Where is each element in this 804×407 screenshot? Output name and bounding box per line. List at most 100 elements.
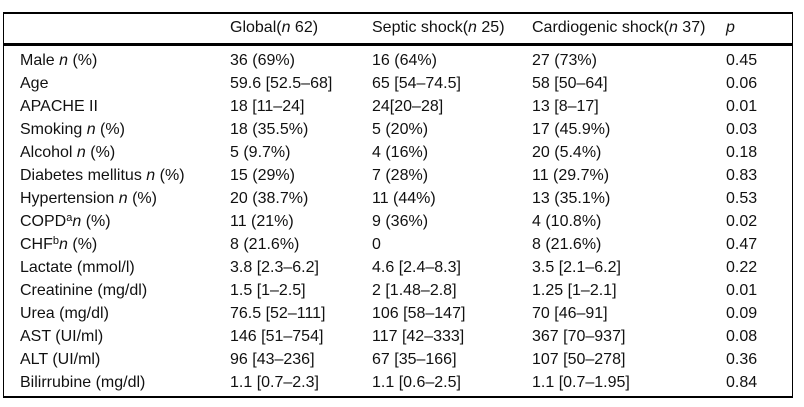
table-frame: Global(n 62) Septic shock(n 25) Cardiogeni… (3, 12, 793, 398)
cell: 0.47 (726, 235, 758, 253)
cell: 0.03 (726, 120, 758, 138)
cell: 16 (64%) (372, 51, 437, 69)
cell: 13 (35.1%) (532, 189, 611, 207)
cell: 15 (29%) (230, 166, 295, 184)
cell: 0.01 (726, 97, 758, 115)
table-row: CHFbn (%) 8 (21.6%) 0 8 (21.6%) 0.47 (4, 233, 792, 256)
cell: 5 (20%) (372, 120, 429, 138)
column-header: Septic shock(n 25) (372, 14, 532, 46)
cell: 65 [54–74.5] (372, 74, 461, 92)
row-label: Diabetes mellitus n (%) (20, 166, 185, 184)
cell: 11 (44%) (372, 189, 436, 207)
cell: 107 [50–278] (532, 350, 626, 368)
row-label: Creatinine (mg/dl) (20, 281, 148, 299)
cell: 76.5 [52–111] (230, 304, 326, 322)
cell: 5 (9.7%) (230, 143, 291, 161)
cell: 146 [51–754] (230, 327, 324, 345)
table-header: Global(n 62) Septic shock(n 25) Cardiogeni… (4, 14, 792, 46)
row-label: APACHE II (20, 97, 98, 115)
row-label: Hypertension n (%) (20, 189, 157, 207)
cell: 2 [1.48–2.8] (372, 281, 457, 299)
cell: 4 (16%) (372, 143, 429, 161)
cell: 7 (28%) (372, 166, 429, 184)
table-row: ALT (UI/ml) 96 [43–236] 67 [35–166] 107 [50… (4, 348, 792, 371)
row-label: Smoking n (%) (20, 120, 125, 138)
table-row: Age 59.6 [52.5–68] 65 [54–74.5] 58 [50–64] 0… (4, 72, 792, 95)
cell: 0.45 (726, 51, 758, 69)
cell: 96 [43–236] (230, 350, 315, 368)
table-row: Diabetes mellitus n (%) 15 (29%) 7 (28%) 11… (4, 164, 792, 187)
cell: 0.09 (726, 304, 758, 322)
column-header: Cardiogenic shock(n 37) (532, 14, 726, 46)
cell: 17 (45.9%) (532, 120, 611, 138)
footnote-marker: a (66, 211, 73, 224)
table-body: Male n (%) 36 (69%) 16 (64%) 27 (73%) 0.45 Ag… (4, 44, 792, 394)
column-header: Global(n 62) (230, 14, 372, 46)
cell: 4 (10.8%) (532, 212, 602, 230)
cell: 0.18 (726, 143, 758, 161)
cell: 58 [50–64] (532, 74, 608, 92)
cell: 11 (21%) (230, 212, 294, 230)
cell: 0.02 (726, 212, 758, 230)
cell: 0.08 (726, 327, 758, 345)
cell: 106 [58–147] (372, 304, 466, 322)
cell: 24[20–28] (372, 97, 444, 115)
cell: 18 (35.5%) (230, 120, 309, 138)
table-row: Alcohol n (%) 5 (9.7%) 4 (16%) 20 (5.4%) 0.1… (4, 141, 792, 164)
cell: 3.8 [2.3–6.2] (230, 258, 319, 276)
table-row: Urea (mg/dl) 76.5 [52–111] 106 [58–147] 70 … (4, 302, 792, 325)
cell: 0.53 (726, 189, 758, 207)
table-row: Creatinine (mg/dl) 1.5 [1–2.5] 2 [1.48–2.8… (4, 279, 792, 302)
cell: 36 (69%) (230, 51, 295, 69)
cell: 13 [8–17] (532, 97, 599, 115)
cell: 0.84 (726, 373, 758, 391)
cell: 0.36 (726, 350, 758, 368)
table-row: AST (UI/ml) 146 [51–754] 117 [42–333] 367 [… (4, 325, 792, 348)
cell: 8 (21.6%) (230, 235, 300, 253)
cell: 1.25 [1–2.1] (532, 281, 617, 299)
cell: 59.6 [52.5–68] (230, 74, 333, 92)
row-label: Urea (mg/dl) (20, 304, 109, 322)
column-header (4, 14, 230, 46)
cell: 18 [11–24] (230, 97, 305, 115)
table-row: COPDan (%) 11 (21%) 9 (36%) 4 (10.8%) 0.02 (4, 210, 792, 233)
row-label: Lactate (mmol/l) (20, 258, 135, 276)
table-row: Bilirrubine (mg/dl) 1.1 [0.7–2.3] 1.1 [0.6… (4, 371, 792, 394)
row-label: COPDan (%) (20, 211, 111, 230)
table-row: Hypertension n (%) 20 (38.7%) 11 (44%) 13 (… (4, 187, 792, 210)
row-label: AST (UI/ml) (20, 327, 104, 345)
cell: 0.83 (726, 166, 758, 184)
cell: 367 [70–937] (532, 327, 626, 345)
table-row: Lactate (mmol/l) 3.8 [2.3–6.2] 4.6 [2.4–8.… (4, 256, 792, 279)
row-label: CHFbn (%) (20, 234, 98, 253)
cell: 1.5 [1–2.5] (230, 281, 306, 299)
cell: 20 (5.4%) (532, 143, 602, 161)
row-label: Alcohol n (%) (20, 143, 116, 161)
table-row: Smoking n (%) 18 (35.5%) 5 (20%) 17 (45.9%)… (4, 118, 792, 141)
cell: 1.1 [0.6–2.5] (372, 373, 461, 391)
cell: 0.22 (726, 258, 758, 276)
cell: 0 (372, 235, 381, 253)
row-label: ALT (UI/ml) (20, 350, 101, 368)
cell: 67 [35–166] (372, 350, 457, 368)
cell: 11 (29.7%) (532, 166, 610, 184)
cell: 9 (36%) (372, 212, 429, 230)
cell: 117 [42–333] (372, 327, 465, 345)
table-row: APACHE II 18 [11–24] 24[20–28] 13 [8–17] 0.0… (4, 95, 792, 118)
stats-table: Global(n 62) Septic shock(n 25) Cardiogeni… (4, 14, 792, 394)
row-label: Bilirrubine (mg/dl) (20, 373, 146, 391)
table-row: Male n (%) 36 (69%) 16 (64%) 27 (73%) 0.45 (4, 44, 792, 72)
cell: 3.5 [2.1–6.2] (532, 258, 621, 276)
cell: 4.6 [2.4–8.3] (372, 258, 461, 276)
cell: 0.06 (726, 74, 758, 92)
row-label: Male n (%) (20, 51, 98, 69)
cell: 20 (38.7%) (230, 189, 309, 207)
footnote-marker: b (52, 234, 60, 247)
cell: 70 [46–91] (532, 304, 608, 322)
cell: 1.1 [0.7–2.3] (230, 373, 319, 391)
cell: 0.01 (726, 281, 758, 299)
column-header: p (726, 14, 792, 46)
header-row: Global(n 62) Septic shock(n 25) Cardiogeni… (4, 14, 792, 46)
cell: 1.1 [0.7–1.95] (532, 373, 630, 391)
cell: 27 (73%) (532, 51, 597, 69)
